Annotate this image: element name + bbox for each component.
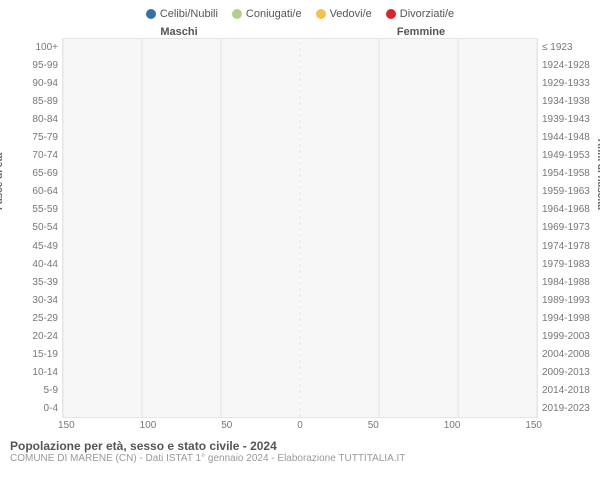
x-tick: 0 xyxy=(297,420,303,431)
bar-row xyxy=(63,363,537,381)
legend-swatch xyxy=(386,9,396,19)
age-label: 5-9 xyxy=(10,382,58,400)
chart-subtitle: COMUNE DI MARENE (CN) - Dati ISTAT 1° ge… xyxy=(10,453,590,464)
bar-row xyxy=(63,291,537,309)
legend-swatch xyxy=(316,9,326,19)
bar-row xyxy=(63,129,537,147)
bar-row xyxy=(63,57,537,75)
age-label: 55-59 xyxy=(10,201,58,219)
bar-row xyxy=(63,75,537,93)
birth-label: 1934-1938 xyxy=(542,92,590,110)
legend-label: Vedovi/e xyxy=(330,8,372,20)
birth-label: 1949-1953 xyxy=(542,147,590,165)
legend-swatch xyxy=(146,9,156,19)
birth-label: 1924-1928 xyxy=(542,56,590,74)
birth-label: 1979-1983 xyxy=(542,255,590,273)
birth-label: 1994-1998 xyxy=(542,309,590,327)
age-label: 95-99 xyxy=(10,56,58,74)
legend-label: Celibi/Nubili xyxy=(160,8,218,20)
age-label: 90-94 xyxy=(10,74,58,92)
x-tick: 100 xyxy=(444,420,461,431)
bar-row xyxy=(63,327,537,345)
bar-row xyxy=(63,183,537,201)
age-label: 100+ xyxy=(10,38,58,56)
birth-label: 2019-2023 xyxy=(542,400,590,418)
birth-axis: ≤ 19231924-19281929-19331934-19381939-19… xyxy=(538,38,590,418)
bar-row xyxy=(63,147,537,165)
birth-label: 2014-2018 xyxy=(542,382,590,400)
header-female: Femmine xyxy=(300,26,542,38)
birth-label: 1944-1948 xyxy=(542,128,590,146)
bar-row xyxy=(63,345,537,363)
bar-rows xyxy=(63,39,537,417)
footer: Popolazione per età, sesso e stato civil… xyxy=(10,439,590,464)
birth-label: 2004-2008 xyxy=(542,346,590,364)
bar-row xyxy=(63,201,537,219)
birth-label: 1969-1973 xyxy=(542,219,590,237)
legend-item: Vedovi/e xyxy=(316,8,372,20)
age-label: 45-49 xyxy=(10,237,58,255)
legend-item: Divorziati/e xyxy=(386,8,454,20)
age-label: 65-69 xyxy=(10,165,58,183)
birth-label: 1939-1943 xyxy=(542,110,590,128)
birth-label: 1959-1963 xyxy=(542,183,590,201)
bar-row xyxy=(63,165,537,183)
age-label: 70-74 xyxy=(10,147,58,165)
bar-row xyxy=(63,237,537,255)
age-label: 0-4 xyxy=(10,400,58,418)
y-axis-title-right: Anni di nascita xyxy=(595,139,600,210)
header-male: Maschi xyxy=(58,26,300,38)
age-label: 40-44 xyxy=(10,255,58,273)
bar-row xyxy=(63,399,537,417)
plot-area xyxy=(62,38,538,418)
legend: Celibi/Nubili Coniugati/e Vedovi/e Divorzia… xyxy=(10,8,590,20)
bar-row xyxy=(63,381,537,399)
birth-label: 2009-2013 xyxy=(542,364,590,382)
age-axis: 100+95-9990-9485-8980-8475-7970-7465-696… xyxy=(10,38,62,418)
y-axis-title-left: Fasce di età xyxy=(0,153,5,210)
x-axis: 150 100 50 0 50 100 150 xyxy=(58,420,542,431)
chart-area: 100+95-9990-9485-8980-8475-7970-7465-696… xyxy=(10,38,590,418)
bar-row xyxy=(63,111,537,129)
age-label: 15-19 xyxy=(10,346,58,364)
birth-label: 1964-1968 xyxy=(542,201,590,219)
population-pyramid: Fasce di età Anni di nascita Celibi/Nubi… xyxy=(0,0,600,500)
birth-label: 1984-1988 xyxy=(542,273,590,291)
age-label: 85-89 xyxy=(10,92,58,110)
legend-swatch xyxy=(232,9,242,19)
x-tick: 150 xyxy=(58,420,75,431)
age-label: 80-84 xyxy=(10,110,58,128)
age-label: 35-39 xyxy=(10,273,58,291)
birth-label: ≤ 1923 xyxy=(542,38,590,56)
bar-row xyxy=(63,309,537,327)
chart-title: Popolazione per età, sesso e stato civil… xyxy=(10,439,590,453)
age-label: 10-14 xyxy=(10,364,58,382)
legend-label: Coniugati/e xyxy=(246,8,302,20)
age-label: 50-54 xyxy=(10,219,58,237)
age-label: 20-24 xyxy=(10,328,58,346)
column-headers: Maschi Femmine xyxy=(10,26,590,38)
birth-label: 1989-1993 xyxy=(542,291,590,309)
age-label: 60-64 xyxy=(10,183,58,201)
birth-label: 1999-2003 xyxy=(542,328,590,346)
birth-label: 1929-1933 xyxy=(542,74,590,92)
x-tick: 50 xyxy=(368,420,379,431)
bar-row xyxy=(63,273,537,291)
age-label: 75-79 xyxy=(10,128,58,146)
age-label: 25-29 xyxy=(10,309,58,327)
age-label: 30-34 xyxy=(10,291,58,309)
bar-row xyxy=(63,255,537,273)
x-tick: 100 xyxy=(140,420,157,431)
bar-row xyxy=(63,93,537,111)
legend-label: Divorziati/e xyxy=(400,8,454,20)
x-tick: 50 xyxy=(221,420,232,431)
bar-row xyxy=(63,39,537,57)
legend-item: Celibi/Nubili xyxy=(146,8,218,20)
x-tick: 150 xyxy=(525,420,542,431)
birth-label: 1954-1958 xyxy=(542,165,590,183)
birth-label: 1974-1978 xyxy=(542,237,590,255)
legend-item: Coniugati/e xyxy=(232,8,302,20)
bar-row xyxy=(63,219,537,237)
